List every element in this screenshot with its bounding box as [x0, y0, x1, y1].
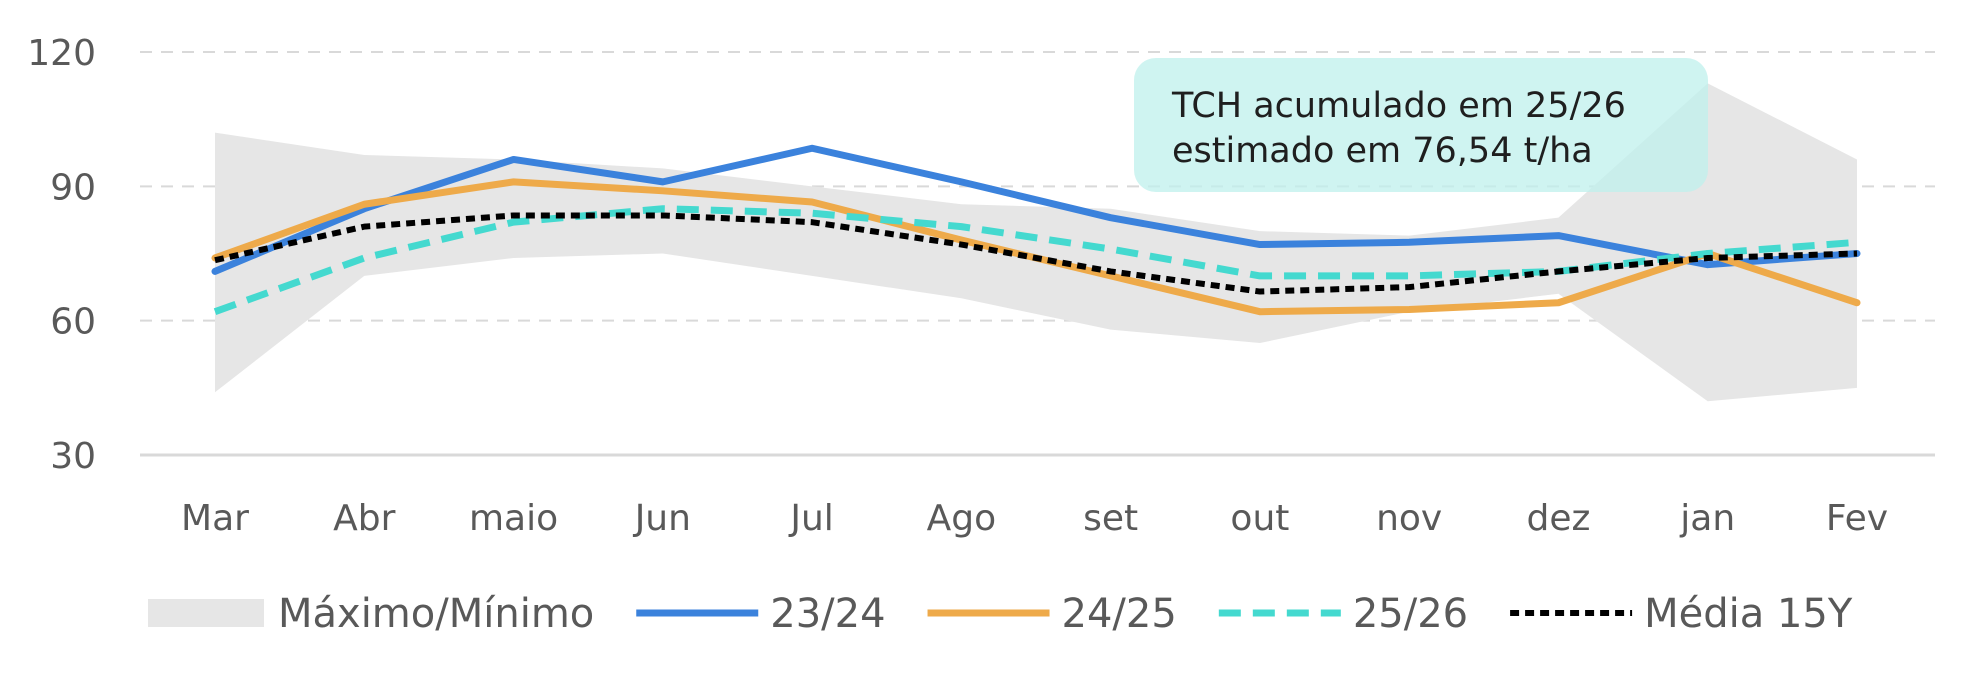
legend-label-m-dia-15y: Média 15Y	[1644, 591, 1853, 637]
x-tick-label: Ago	[927, 498, 997, 539]
y-tick-label: 30	[50, 436, 96, 477]
annotation-line-1: TCH acumulado em 25/26	[1171, 86, 1626, 126]
x-tick-label: Abr	[333, 498, 395, 539]
legend-label-23-24: 23/24	[770, 591, 885, 637]
x-tick-label: Jul	[788, 498, 833, 539]
annotation-layer: TCH acumulado em 25/26 estimado em 76,54…	[1134, 58, 1708, 192]
series-line-25-26	[213, 205, 1858, 316]
x-tick-label: out	[1230, 498, 1289, 539]
legend-item-24-25: 24/25	[927, 591, 1177, 637]
legend-label-25-26: 25/26	[1353, 591, 1468, 637]
annotation-line-2: estimado em 76,54 t/ha	[1172, 131, 1593, 171]
series-layer	[211, 144, 1861, 316]
x-tick-label: maio	[469, 498, 558, 539]
legend-label-24-25: 24/25	[1062, 591, 1177, 637]
legend-swatch-max-min	[148, 599, 264, 627]
series-line-m-dia-15y	[214, 212, 1858, 295]
legend-item-25-26: 25/26	[1218, 591, 1468, 637]
x-tick-label: dez	[1527, 498, 1591, 539]
x-tick-label: jan	[1679, 498, 1735, 539]
y-tick-label: 120	[27, 33, 96, 74]
legend-label-max-min: Máximo/Mínimo	[278, 591, 594, 637]
y-tick-label: 60	[50, 302, 96, 343]
legend-item-max-min: Máximo/Mínimo	[148, 591, 594, 637]
series-line-23-24	[211, 144, 1861, 275]
axis-layer: 30 60 90 120 Mar Abr maio Jun Jul Ago set out nov dez…	[27, 33, 1888, 539]
band-layer	[215, 83, 1857, 402]
x-tick-label: Jun	[633, 498, 691, 539]
y-tick-label: 90	[50, 167, 96, 208]
legend-item-23-24: 23/24	[636, 591, 886, 637]
x-tick-label: set	[1083, 498, 1138, 539]
legend-item-m-dia-15y: Média 15Y	[1510, 591, 1853, 637]
x-tick-label: nov	[1376, 498, 1442, 539]
x-tick-label: Mar	[181, 498, 249, 539]
legend: Máximo/Mínimo 23/24 24/25 25/26 Média 15Y	[148, 591, 1853, 637]
band-max-min	[215, 83, 1857, 402]
x-tick-label: Fev	[1826, 498, 1888, 539]
annotation-box	[1134, 58, 1708, 192]
